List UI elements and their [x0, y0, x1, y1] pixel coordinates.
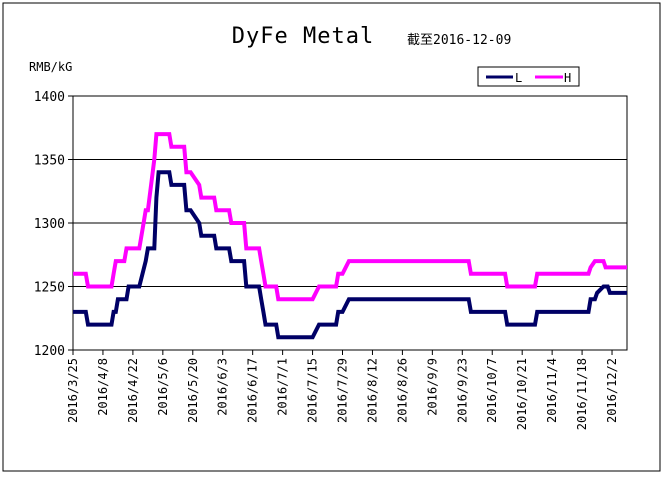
- x-tick-label: 2016/10/21: [515, 358, 529, 430]
- x-tick-label: 2016/11/4: [545, 358, 559, 423]
- x-tick-label: 2016/3/25: [66, 358, 80, 423]
- y-tick-label: 1250: [34, 281, 65, 296]
- x-tick-label: 2016/8/26: [395, 358, 409, 423]
- series-line-l: [73, 170, 627, 340]
- legend-label-h: H: [564, 71, 571, 85]
- x-tick-label: 2016/7/15: [306, 358, 320, 423]
- y-tick-label: 1200: [34, 344, 65, 359]
- chart-title: DyFe Metal: [232, 24, 374, 49]
- x-tick-label: 2016/9/23: [455, 358, 469, 423]
- x-tick-label: 2016/7/1: [276, 358, 290, 416]
- y-axis: 1200 1250 1300 1350 1400: [34, 90, 73, 359]
- x-tick-label: 2016/6/3: [216, 358, 230, 416]
- y-tick-label: 1300: [34, 217, 65, 232]
- x-tick-label: 2016/6/17: [246, 358, 260, 423]
- y-tick-label: 1400: [34, 90, 65, 105]
- x-tick-label: 2016/12/2: [605, 358, 619, 423]
- x-tick-label: 2016/11/18: [575, 358, 589, 430]
- x-tick-label: 2016/5/6: [156, 358, 170, 416]
- y-axis-label: RMB/kG: [29, 60, 72, 74]
- series-layer: [73, 132, 627, 340]
- x-axis: 2016/3/25 2016/4/8 2016/4/22 2016/5/6 2016/5…: [66, 350, 619, 430]
- x-tick-label: 2016/4/22: [126, 358, 140, 423]
- x-tick-label: 2016/9/9: [425, 358, 439, 416]
- legend: L H: [477, 66, 580, 87]
- series-line-h: [73, 132, 627, 302]
- x-tick-label: 2016/4/8: [96, 358, 110, 416]
- legend-box: [477, 66, 580, 87]
- chart-subtitle: 截至2016-12-09: [407, 33, 511, 48]
- y-tick-label: 1350: [34, 154, 65, 169]
- legend-label-l: L: [515, 71, 522, 85]
- x-tick-label: 2016/8/12: [365, 358, 379, 423]
- x-tick-label: 2016/10/7: [485, 358, 499, 423]
- x-tick-label: 2016/5/20: [186, 358, 200, 423]
- x-tick-label: 2016/7/29: [336, 358, 350, 423]
